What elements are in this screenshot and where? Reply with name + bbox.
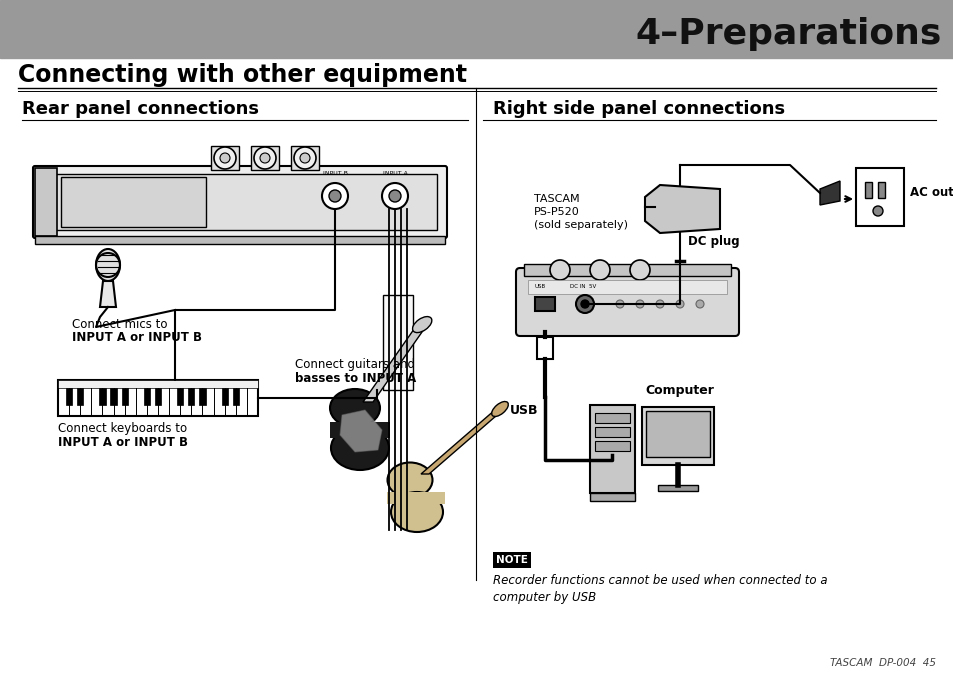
Circle shape <box>696 300 703 308</box>
Polygon shape <box>420 409 503 474</box>
Circle shape <box>589 260 609 280</box>
Bar <box>493 552 531 568</box>
Bar <box>535 297 555 311</box>
Bar <box>589 405 635 493</box>
Circle shape <box>213 147 235 169</box>
Bar <box>855 168 903 226</box>
Bar <box>58 380 257 388</box>
Text: USB: USB <box>535 284 545 290</box>
Polygon shape <box>363 324 427 402</box>
Circle shape <box>260 153 270 163</box>
Text: INPUT B: INPUT B <box>322 171 347 176</box>
Bar <box>595 427 629 437</box>
Bar <box>211 146 239 170</box>
Text: Recorder functions cannot be used when connected to a
computer by USB: Recorder functions cannot be used when c… <box>493 574 827 605</box>
Bar <box>523 264 730 276</box>
Bar <box>0 0 953 58</box>
Bar <box>233 388 238 405</box>
Text: USB: USB <box>510 404 537 417</box>
Circle shape <box>580 300 588 308</box>
Text: DC IN  5V: DC IN 5V <box>569 284 596 290</box>
Bar <box>641 407 713 465</box>
Bar <box>291 146 318 170</box>
Circle shape <box>329 190 340 202</box>
Circle shape <box>550 260 569 280</box>
Ellipse shape <box>96 249 120 281</box>
Bar <box>43 174 436 230</box>
Circle shape <box>656 300 663 308</box>
Bar <box>144 388 150 405</box>
Bar <box>330 422 390 438</box>
Bar <box>188 388 194 405</box>
Text: Connect guitars and: Connect guitars and <box>294 358 415 371</box>
Bar <box>595 441 629 451</box>
Bar <box>864 182 871 198</box>
Bar <box>221 388 228 405</box>
Polygon shape <box>644 185 720 233</box>
Ellipse shape <box>331 426 389 470</box>
Text: Computer: Computer <box>644 384 713 397</box>
Bar <box>111 388 116 405</box>
Text: INPUT A or INPUT B: INPUT A or INPUT B <box>71 331 202 344</box>
Bar <box>61 177 206 227</box>
Bar <box>199 388 205 405</box>
Circle shape <box>389 190 400 202</box>
Circle shape <box>381 183 408 209</box>
Bar <box>589 493 635 501</box>
Text: Rear panel connections: Rear panel connections <box>22 100 258 118</box>
Text: Connecting with other equipment: Connecting with other equipment <box>18 63 467 87</box>
Bar <box>66 388 72 405</box>
Circle shape <box>576 295 594 313</box>
Bar <box>121 388 128 405</box>
Text: DC plug: DC plug <box>687 235 739 248</box>
FancyBboxPatch shape <box>33 166 447 238</box>
FancyBboxPatch shape <box>516 268 739 336</box>
Circle shape <box>872 206 882 216</box>
Text: AC outlet: AC outlet <box>909 186 953 199</box>
Circle shape <box>253 147 275 169</box>
Bar <box>877 182 884 198</box>
Bar <box>99 388 106 405</box>
Text: Right side panel connections: Right side panel connections <box>493 100 784 118</box>
Bar <box>177 388 183 405</box>
Bar <box>382 295 413 390</box>
Ellipse shape <box>391 492 442 532</box>
Text: NOTE: NOTE <box>496 555 527 565</box>
Polygon shape <box>339 410 381 452</box>
Circle shape <box>616 300 623 308</box>
Ellipse shape <box>491 401 508 416</box>
Text: Connect keyboards to: Connect keyboards to <box>58 422 187 435</box>
Text: TASCAM
PS-P520
(sold separately): TASCAM PS-P520 (sold separately) <box>534 194 627 231</box>
Bar <box>645 411 709 457</box>
Circle shape <box>299 153 310 163</box>
Circle shape <box>322 183 348 209</box>
Polygon shape <box>100 281 116 307</box>
Text: TASCAM  DP-004  45: TASCAM DP-004 45 <box>829 658 935 668</box>
Ellipse shape <box>387 462 432 498</box>
Circle shape <box>294 147 315 169</box>
Ellipse shape <box>330 389 379 427</box>
Ellipse shape <box>412 317 432 333</box>
Bar <box>35 168 57 236</box>
Bar <box>595 413 629 423</box>
Text: 4–Preparations: 4–Preparations <box>635 17 941 51</box>
Text: basses to INPUT A: basses to INPUT A <box>294 372 416 385</box>
Polygon shape <box>820 181 840 205</box>
Text: INPUT A: INPUT A <box>382 171 407 176</box>
Bar <box>527 280 726 294</box>
Bar <box>251 146 278 170</box>
Text: INPUT A or INPUT B: INPUT A or INPUT B <box>58 436 188 449</box>
Bar <box>658 485 698 491</box>
Circle shape <box>629 260 649 280</box>
Bar <box>58 380 257 416</box>
Circle shape <box>676 300 683 308</box>
Bar <box>387 492 444 504</box>
Bar <box>154 388 161 405</box>
Circle shape <box>636 300 643 308</box>
Bar <box>537 337 553 359</box>
Circle shape <box>220 153 230 163</box>
Bar <box>35 236 444 244</box>
Text: Connect mics to: Connect mics to <box>71 318 168 331</box>
Bar <box>77 388 83 405</box>
